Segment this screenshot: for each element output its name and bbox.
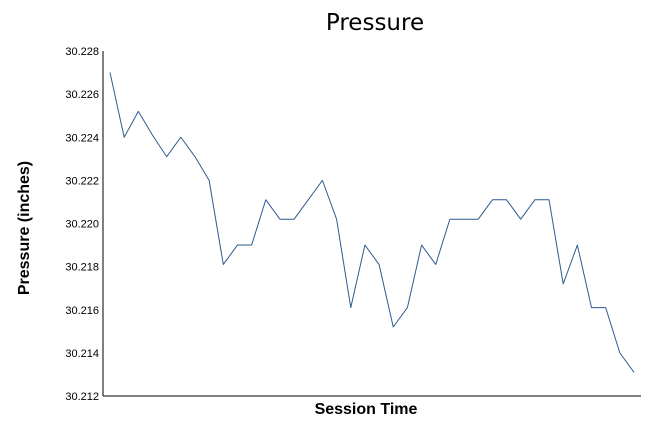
y-tick-label: 30.226 xyxy=(65,89,99,101)
y-tick-label: 30.214 xyxy=(65,348,99,360)
pressure-series-line xyxy=(109,72,635,373)
x-axis-label: Session Time xyxy=(315,401,418,418)
y-tick-label: 30.218 xyxy=(65,262,99,274)
chart-title: Pressure xyxy=(326,10,424,36)
y-tick-label: 30.228 xyxy=(65,46,99,58)
y-tick-label: 30.216 xyxy=(65,305,99,317)
y-tick-label: 30.222 xyxy=(65,175,99,187)
y-axis-label: Pressure (inches) xyxy=(16,161,33,295)
y-tick-labels: 30.212 30.214 30.216 30.218 30.220 30.222 30.2… xyxy=(65,46,99,403)
y-tick-label: 30.212 xyxy=(65,391,99,403)
y-tick-label: 30.220 xyxy=(65,219,99,231)
y-tick-label: 30.224 xyxy=(65,132,99,144)
